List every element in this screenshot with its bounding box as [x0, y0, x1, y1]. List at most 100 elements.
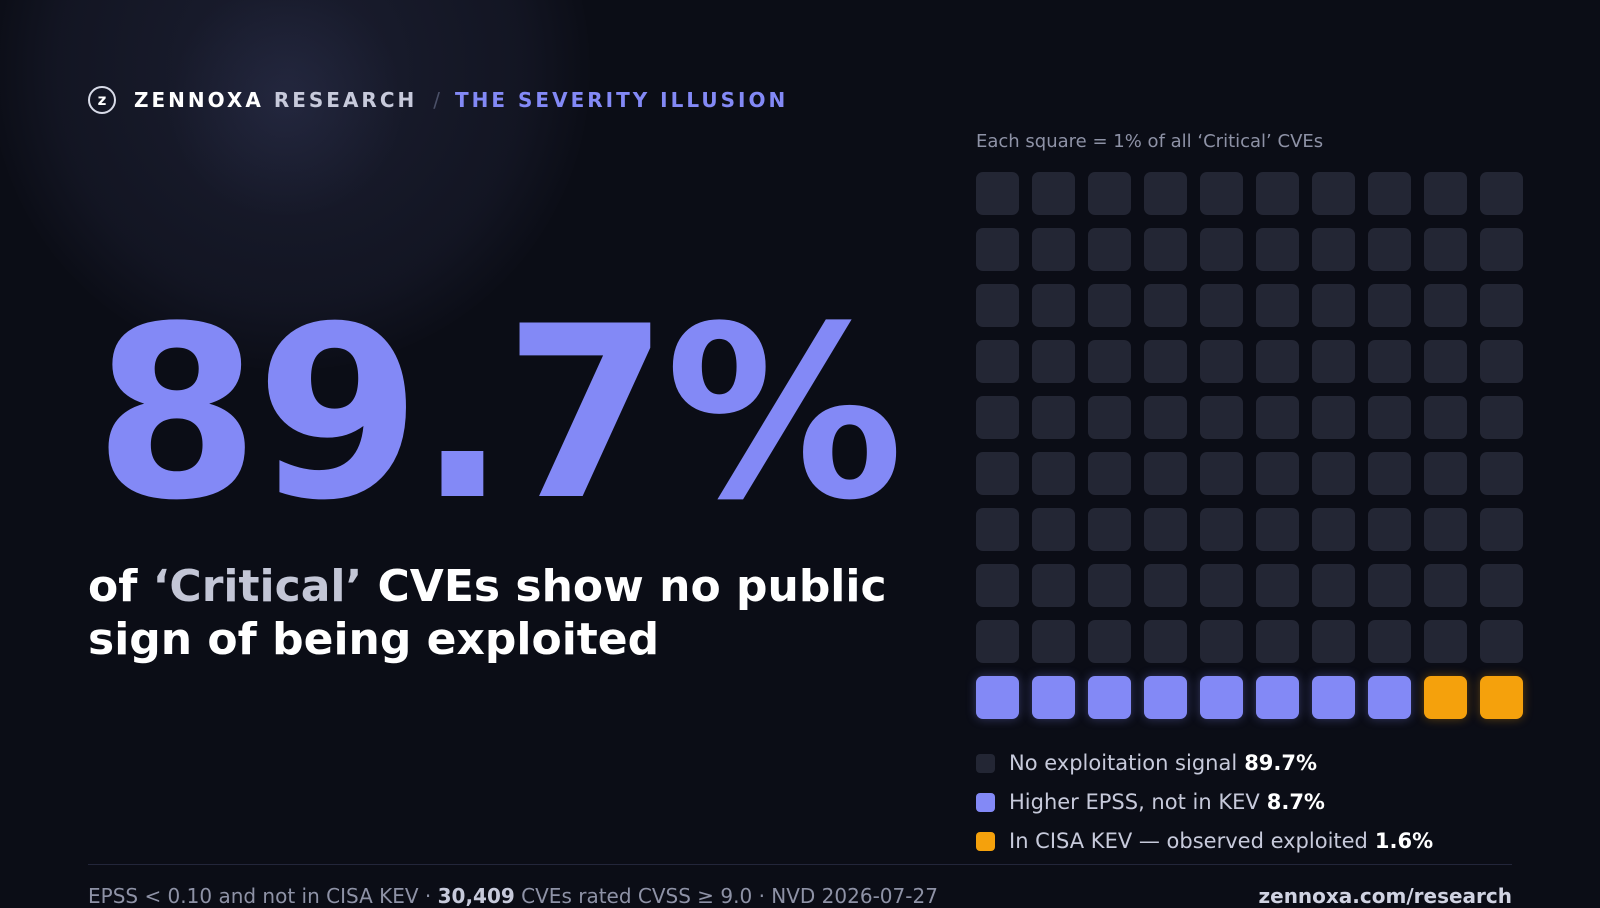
series-title: THE SEVERITY ILLUSION	[455, 88, 789, 112]
waffle-cell-none	[1368, 172, 1411, 215]
waffle-cell-none	[1424, 564, 1467, 607]
legend-item-none: No exploitation signal 89.7%	[976, 750, 1433, 776]
legend-swatch-kev	[976, 831, 995, 851]
waffle-cell-none	[1368, 340, 1411, 383]
legend-value-kev: 1.6%	[1374, 829, 1434, 853]
footer-divider	[88, 864, 1512, 865]
waffle-cell-none	[1144, 452, 1187, 495]
waffle-cell-epss	[976, 676, 1019, 719]
waffle-cell-none	[976, 284, 1019, 327]
waffle-cell-none	[1368, 564, 1411, 607]
waffle-cell-none	[1144, 284, 1187, 327]
waffle-cell-none	[1424, 284, 1467, 327]
waffle-cell-none	[1312, 228, 1355, 271]
headline-stat: 89.7%	[94, 276, 904, 553]
waffle-cell-none	[1200, 172, 1243, 215]
waffle-cell-none	[1088, 228, 1131, 271]
waffle-cell-none	[1424, 620, 1467, 663]
sub-headline-pre: of	[88, 561, 153, 612]
waffle-cell-kev	[1480, 676, 1523, 719]
waffle-cell-none	[1312, 340, 1355, 383]
legend: No exploitation signal 89.7% Higher EPSS…	[976, 750, 1433, 867]
waffle-cell-none	[1424, 508, 1467, 551]
waffle-cell-none	[1256, 508, 1299, 551]
waffle-cell-none	[1088, 396, 1131, 439]
footer-method-pre: EPSS < 0.10 and not in CISA KEV ·	[88, 884, 438, 908]
footer-count: 30,409	[437, 884, 515, 908]
waffle-cell-none	[1256, 340, 1299, 383]
waffle-cell-none	[1200, 620, 1243, 663]
waffle-cell-none	[1480, 396, 1523, 439]
waffle-cell-none	[1144, 564, 1187, 607]
waffle-cell-none	[1480, 620, 1523, 663]
waffle-cell-none	[1032, 452, 1075, 495]
waffle-cell-none	[1256, 620, 1299, 663]
waffle-cell-none	[1032, 620, 1075, 663]
waffle-cell-none	[1256, 452, 1299, 495]
footer-methodology: EPSS < 0.10 and not in CISA KEV · 30,409…	[88, 884, 938, 908]
waffle-cell-none	[1032, 228, 1075, 271]
brand-name: ZENNOXA	[134, 88, 264, 112]
waffle-cell-none	[1368, 452, 1411, 495]
waffle-cell-none	[1032, 284, 1075, 327]
waffle-cell-none	[1480, 228, 1523, 271]
waffle-cell-none	[1368, 284, 1411, 327]
legend-swatch-epss	[976, 792, 995, 812]
legend-value-none: 89.7%	[1244, 751, 1318, 775]
waffle-cell-none	[1032, 564, 1075, 607]
waffle-cell-none	[1424, 172, 1467, 215]
waffle-cell-none	[1200, 452, 1243, 495]
waffle-cell-none	[1032, 508, 1075, 551]
legend-label-epss: Higher EPSS, not in KEV	[1009, 790, 1260, 814]
waffle-cell-none	[1480, 564, 1523, 607]
footer-url-link[interactable]: zennoxa.com/research	[1258, 884, 1512, 908]
legend-label-kev: In CISA KEV — observed exploited	[1009, 829, 1368, 853]
waffle-cell-none	[1088, 284, 1131, 327]
waffle-cell-epss	[1368, 676, 1411, 719]
waffle-cell-none	[1144, 396, 1187, 439]
waffle-cell-none	[1424, 396, 1467, 439]
waffle-cell-none	[1144, 508, 1187, 551]
sub-headline-post: CVEs show no public sign of being exploi…	[88, 561, 887, 665]
sub-headline: of ‘Critical’ CVEs show no public sign o…	[88, 560, 888, 666]
header-separator: /	[433, 88, 444, 112]
waffle-cell-none	[1480, 452, 1523, 495]
waffle-cell-epss	[1200, 676, 1243, 719]
waffle-cell-none	[1256, 564, 1299, 607]
waffle-cell-none	[1424, 452, 1467, 495]
waffle-cell-none	[976, 452, 1019, 495]
waffle-cell-none	[1480, 284, 1523, 327]
waffle-cell-none	[1312, 564, 1355, 607]
waffle-cell-none	[1312, 396, 1355, 439]
waffle-caption: Each square = 1% of all ‘Critical’ CVEs	[976, 131, 1324, 152]
waffle-cell-none	[1480, 340, 1523, 383]
waffle-chart	[976, 172, 1523, 719]
waffle-cell-none	[1088, 564, 1131, 607]
waffle-cell-none	[976, 228, 1019, 271]
waffle-cell-none	[1144, 172, 1187, 215]
waffle-cell-none	[976, 340, 1019, 383]
waffle-cell-none	[1312, 172, 1355, 215]
waffle-cell-none	[1256, 228, 1299, 271]
waffle-cell-none	[976, 396, 1019, 439]
waffle-cell-none	[1144, 228, 1187, 271]
waffle-cell-none	[1424, 340, 1467, 383]
waffle-cell-none	[976, 172, 1019, 215]
waffle-cell-none	[1368, 508, 1411, 551]
brand-subtitle: RESEARCH	[273, 88, 418, 112]
waffle-cell-none	[1032, 340, 1075, 383]
waffle-cell-none	[1312, 284, 1355, 327]
zennoxa-logo-icon: z	[88, 86, 116, 114]
waffle-cell-none	[1256, 172, 1299, 215]
legend-swatch-none	[976, 753, 995, 773]
waffle-cell-none	[976, 620, 1019, 663]
waffle-cell-none	[1480, 508, 1523, 551]
waffle-cell-none	[1088, 620, 1131, 663]
waffle-cell-none	[1480, 172, 1523, 215]
legend-item-epss: Higher EPSS, not in KEV 8.7%	[976, 789, 1433, 815]
waffle-cell-none	[1200, 564, 1243, 607]
waffle-cell-epss	[1312, 676, 1355, 719]
waffle-cell-none	[976, 564, 1019, 607]
waffle-cell-none	[1200, 508, 1243, 551]
waffle-cell-none	[1424, 228, 1467, 271]
